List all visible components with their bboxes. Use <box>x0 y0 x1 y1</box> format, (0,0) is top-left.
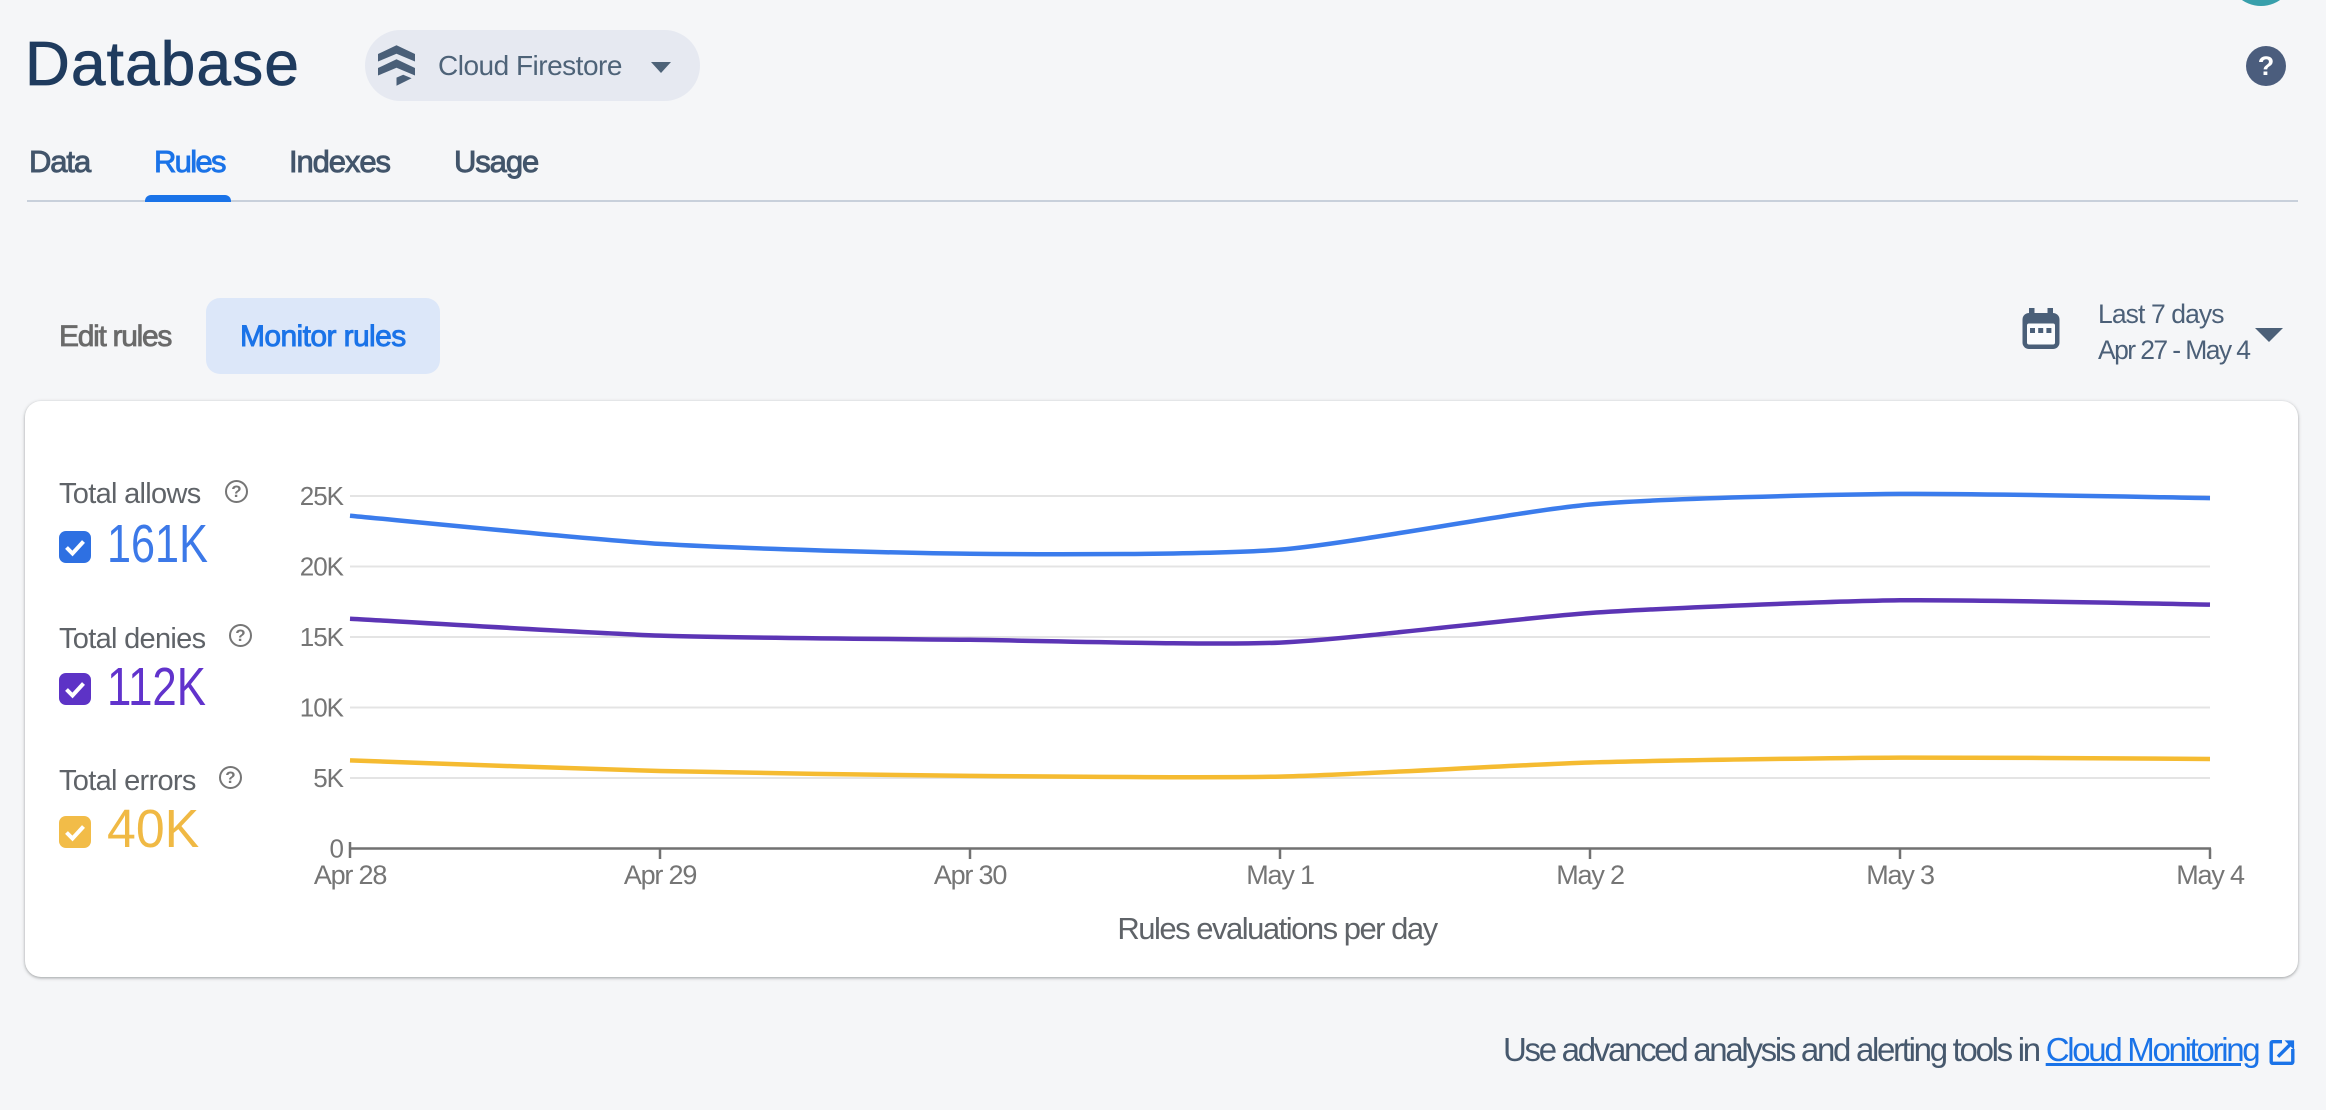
svg-text:0: 0 <box>330 834 344 864</box>
svg-text:May 3: May 3 <box>1866 860 1934 890</box>
svg-text:May 4: May 4 <box>2176 860 2245 890</box>
svg-text:10K: 10K <box>300 693 345 723</box>
svg-text:Apr 28: Apr 28 <box>314 860 387 890</box>
svg-text:May 1: May 1 <box>1246 860 1314 890</box>
svg-text:Apr 30: Apr 30 <box>934 860 1007 890</box>
svg-text:15K: 15K <box>300 622 345 652</box>
svg-text:20K: 20K <box>300 552 345 582</box>
svg-text:Apr 29: Apr 29 <box>624 860 697 890</box>
svg-text:5K: 5K <box>313 763 344 793</box>
svg-text:May 2: May 2 <box>1556 860 1624 890</box>
svg-text:Rules evaluations per day: Rules evaluations per day <box>1117 911 1438 946</box>
svg-text:25K: 25K <box>300 481 345 511</box>
